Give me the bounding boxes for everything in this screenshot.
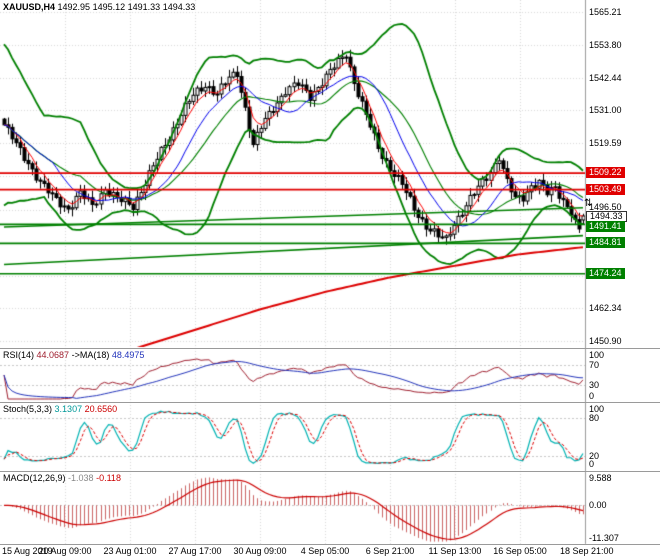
time-axis[interactable] [0, 545, 660, 560]
panel-separator-rsi[interactable] [0, 348, 660, 349]
price-axis[interactable] [586, 0, 660, 544]
time-axis-separator [0, 544, 660, 545]
panel-separator-stoch[interactable] [0, 402, 660, 403]
panel-separator-macd[interactable] [0, 471, 660, 472]
